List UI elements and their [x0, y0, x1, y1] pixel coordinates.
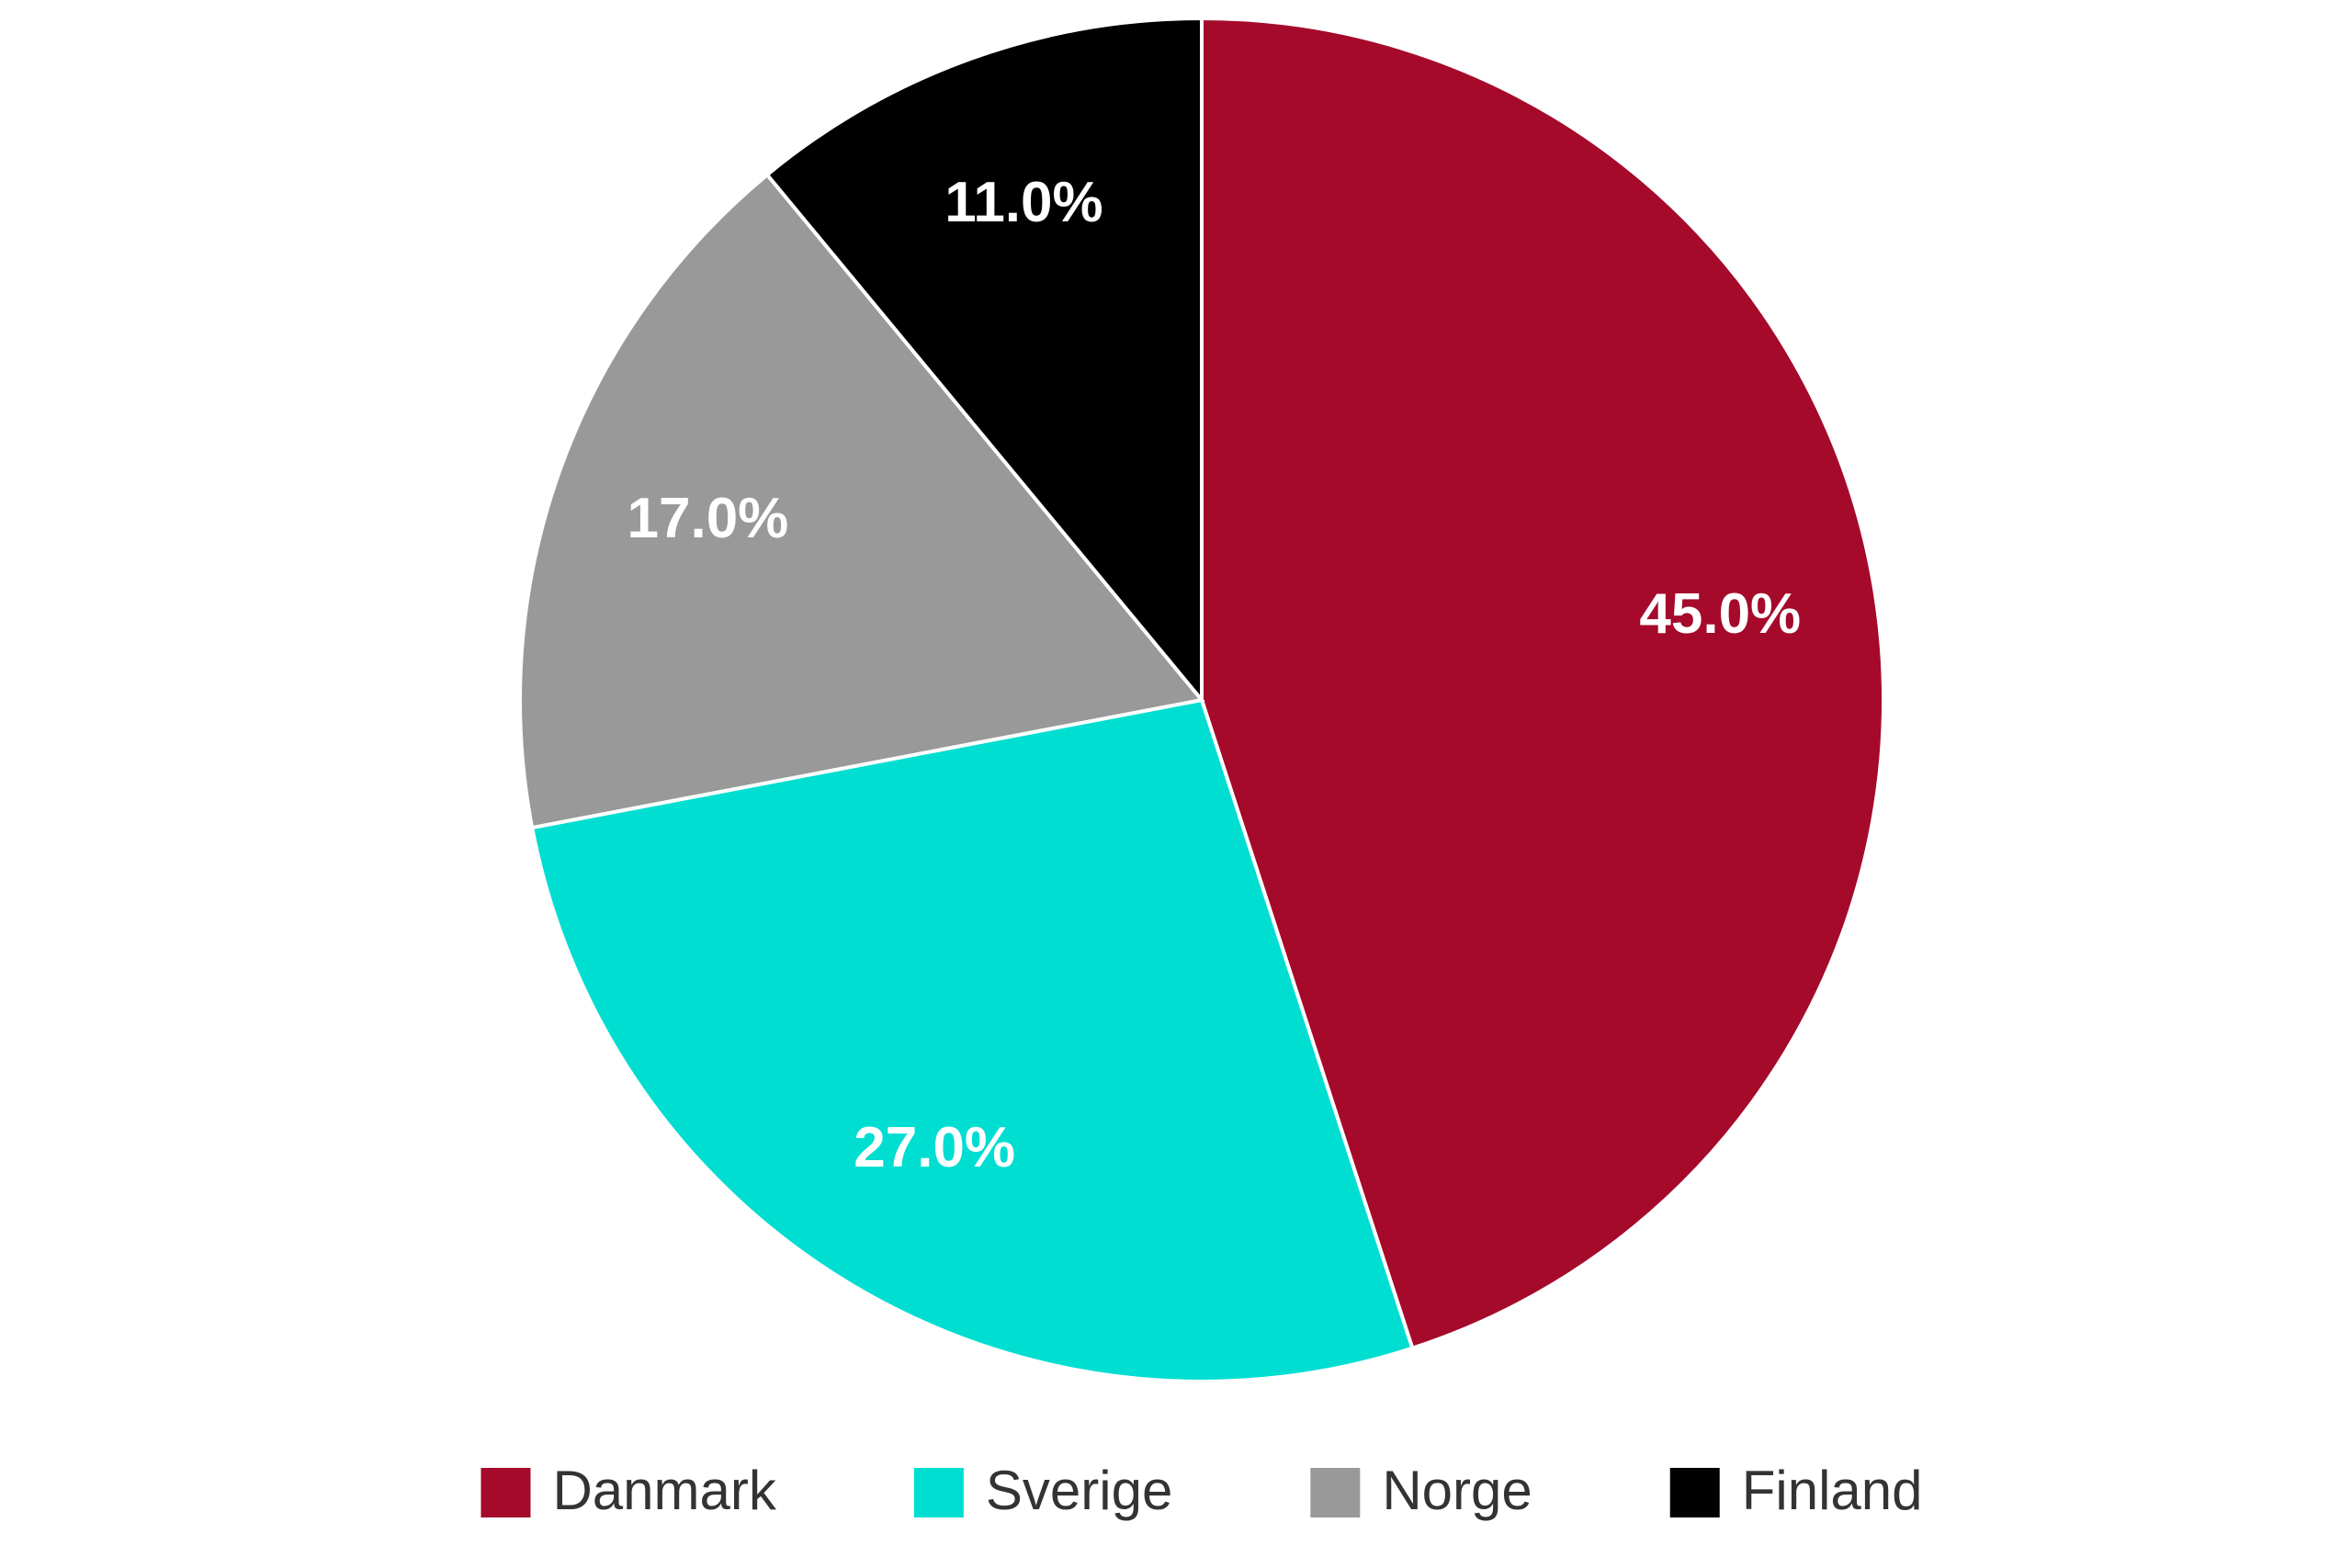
pie-slice	[529, 697, 1415, 1383]
pie-slice	[518, 172, 1205, 830]
pie-slice	[764, 16, 1204, 705]
pie-slice	[1200, 16, 1885, 1351]
legend-swatch	[1669, 1468, 1720, 1517]
legend-label: Finland	[1742, 1460, 1923, 1521]
legend: Danmark Sverige Norge Finland	[481, 1460, 1923, 1521]
legend-label: Danmark	[552, 1460, 776, 1521]
legend-swatch	[1310, 1468, 1361, 1517]
value-label: 11.0%	[944, 171, 1102, 234]
legend-label: Norge	[1382, 1460, 1532, 1521]
value-label: 27.0%	[854, 1116, 1015, 1179]
legend-label: Sverige	[986, 1460, 1172, 1521]
value-label: 17.0%	[628, 487, 789, 550]
legend-swatch	[481, 1468, 531, 1517]
value-label: 45.0%	[1639, 582, 1801, 646]
legend-swatch	[913, 1468, 964, 1517]
